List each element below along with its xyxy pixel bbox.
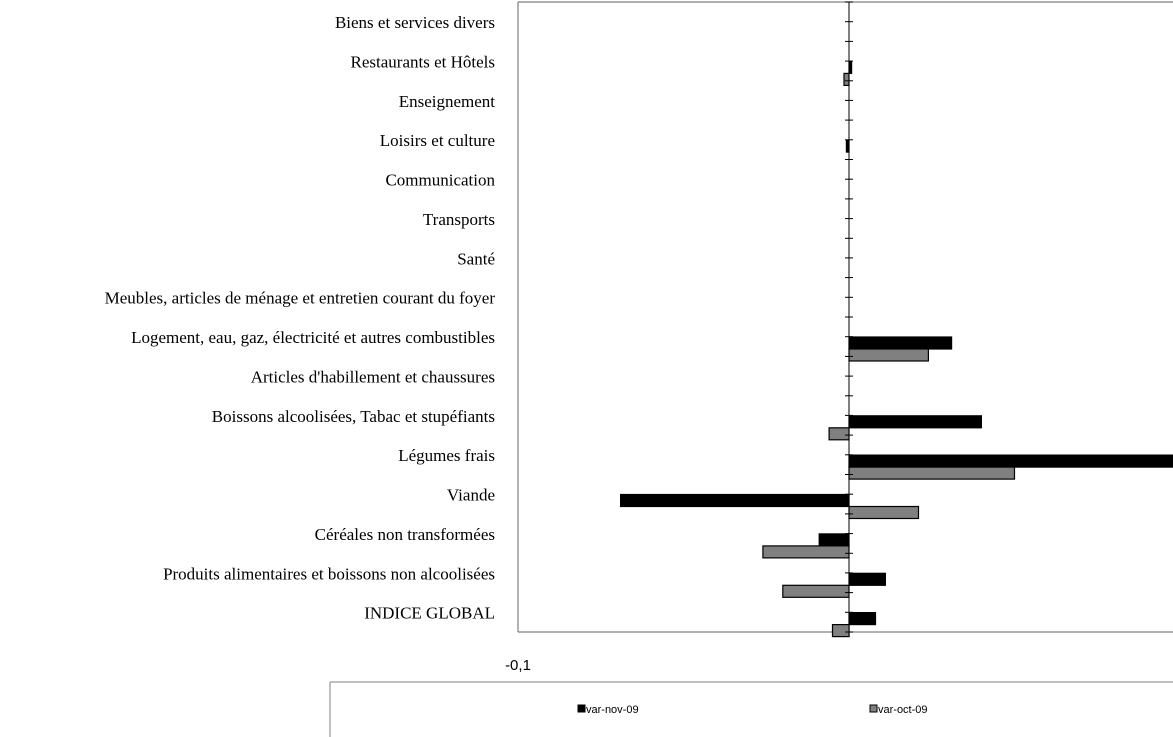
bar-var-nov-09-10: [848, 415, 982, 429]
bar-var-oct-09-8: [848, 348, 930, 362]
category-label: Produits alimentaires et boissons non al…: [163, 564, 495, 583]
legend-swatch-var-nov-09: [577, 704, 586, 713]
category-label: Restaurants et Hôtels: [351, 52, 495, 71]
category-label: Logement, eau, gaz, électricité et autre…: [131, 328, 495, 347]
zero-axis: [845, 1, 853, 633]
bar-var-oct-09-14: [782, 584, 850, 598]
bar-var-nov-09-11: [848, 454, 1173, 468]
legend-entry-var-oct-09: var-oct-09: [878, 704, 928, 716]
category-label: Meubles, articles de ménage et entretien…: [105, 289, 496, 308]
bar-var-oct-09-11: [848, 466, 1016, 480]
category-label: Loisirs et culture: [380, 131, 495, 150]
category-label: Articles d'habillement et chaussures: [251, 367, 495, 386]
category-label: Légumes frais: [398, 446, 495, 465]
category-labels: Biens et services divers Restaurants et H…: [105, 13, 496, 623]
x-tick-label: -0,1: [505, 657, 531, 674]
category-label: Biens et services divers: [335, 13, 495, 32]
bar-var-oct-09-12: [848, 505, 920, 520]
legend-swatch-var-oct-09: [869, 704, 878, 713]
legend: var-nov-09 var-oct-09: [329, 681, 1173, 737]
bar-var-oct-09-15: [831, 623, 850, 638]
bar-var-oct-09-13: [762, 545, 850, 559]
legend-entry-var-nov-09: var-nov-09: [586, 704, 639, 716]
category-label: Viande: [447, 486, 495, 505]
category-label: INDICE GLOBAL: [364, 604, 495, 623]
category-label: Communication: [385, 171, 495, 190]
bar-var-oct-09-1: [843, 72, 850, 87]
bar-var-nov-09-15: [848, 611, 877, 626]
bar-var-nov-09-8: [848, 336, 953, 350]
category-label: Boissons alcoolisées, Tabac et stupéfian…: [212, 407, 495, 426]
x-tick-labels: -0,1: [505, 657, 531, 674]
category-label: Santé: [457, 249, 495, 268]
category-label: Céréales non transformées: [315, 525, 495, 544]
bar-var-nov-09-14: [848, 572, 887, 586]
bars-group: [619, 60, 1173, 638]
bar-var-nov-09-12: [619, 493, 850, 508]
category-label: Transports: [423, 210, 495, 229]
category-label: Enseignement: [399, 92, 496, 111]
bar-var-oct-09-10: [828, 427, 850, 441]
bar-var-nov-09-13: [818, 533, 850, 547]
